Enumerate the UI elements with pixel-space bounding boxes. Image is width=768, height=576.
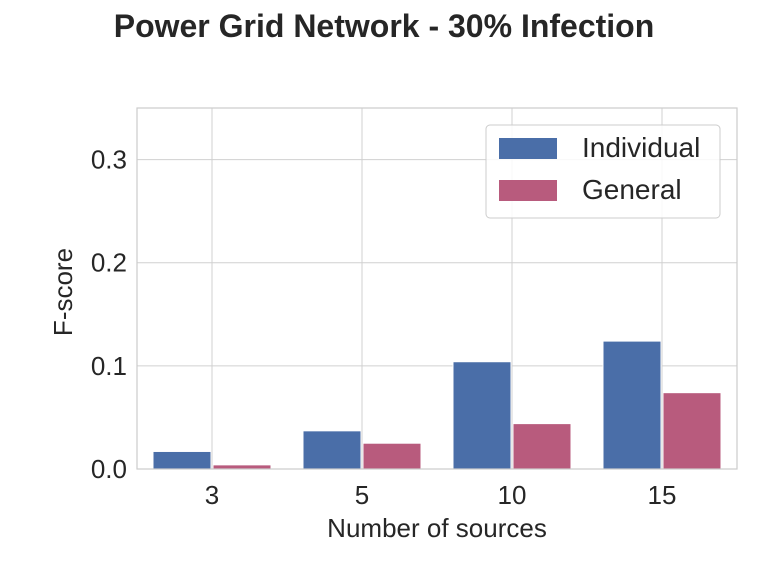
legend-swatch-individual (499, 138, 557, 159)
bar-individual-15 (602, 340, 662, 470)
y-tick-label: 0.0 (91, 454, 127, 484)
x-tick-label: 3 (205, 480, 219, 510)
legend: Individual General (485, 124, 721, 219)
bar-general-15 (662, 392, 722, 470)
x-tick-label: 10 (498, 480, 527, 510)
bar-general-3 (212, 464, 272, 470)
bar-general-5 (362, 442, 422, 470)
plot-area: 0.0 0.1 0.2 0.3 3 5 10 15 (91, 107, 738, 510)
x-tick-label: 15 (648, 480, 677, 510)
bar-individual-5 (302, 430, 362, 470)
y-axis-label: F-score (48, 248, 78, 336)
chart-title: Power Grid Network - 30% Infection (114, 8, 655, 44)
y-tick-label: 0.2 (91, 248, 127, 278)
y-tick-label: 0.3 (91, 145, 127, 175)
y-tick-label: 0.1 (91, 351, 127, 381)
legend-swatch-general (499, 180, 557, 201)
plot-frame (136, 107, 738, 470)
legend-label-individual: Individual (582, 132, 700, 163)
legend-label-general: General (582, 174, 682, 205)
bar-individual-3 (152, 450, 212, 470)
bar-individual-10 (452, 361, 512, 470)
bar-general-10 (512, 423, 572, 470)
x-tick-label: 5 (355, 480, 369, 510)
x-axis-label: Number of sources (327, 513, 547, 543)
